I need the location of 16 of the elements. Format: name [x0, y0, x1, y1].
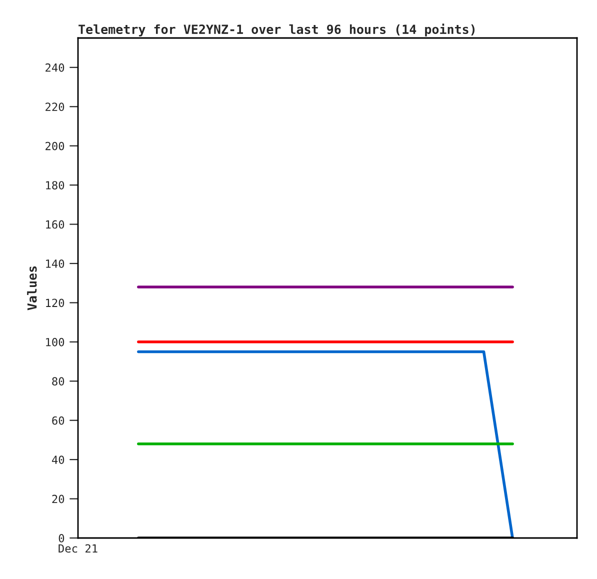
- y-tick-label: 40: [52, 456, 64, 464]
- y-tick-label: 240: [46, 63, 64, 72]
- y-tick-label: 180: [46, 181, 64, 190]
- y-tick-label: 0: [58, 534, 64, 542]
- y-tick-label: 20: [52, 494, 64, 504]
- y-tick-label: 100: [46, 338, 64, 346]
- y-tick-label: 120: [46, 298, 64, 308]
- y-axis-title: Values: [27, 266, 37, 310]
- y-tick-label: 80: [52, 377, 64, 386]
- y-tick-label: 160: [46, 220, 64, 229]
- chart-title: Telemetry for VE2YNZ-1 over last 96 hours (14 points): [78, 24, 475, 36]
- y-tick-label: 200: [46, 142, 64, 150]
- y-tick-label: 60: [52, 416, 64, 425]
- text: Dec 21: [58, 544, 98, 553]
- y-tick-label: 140: [46, 259, 64, 268]
- y-tick-label: 220: [46, 102, 64, 112]
